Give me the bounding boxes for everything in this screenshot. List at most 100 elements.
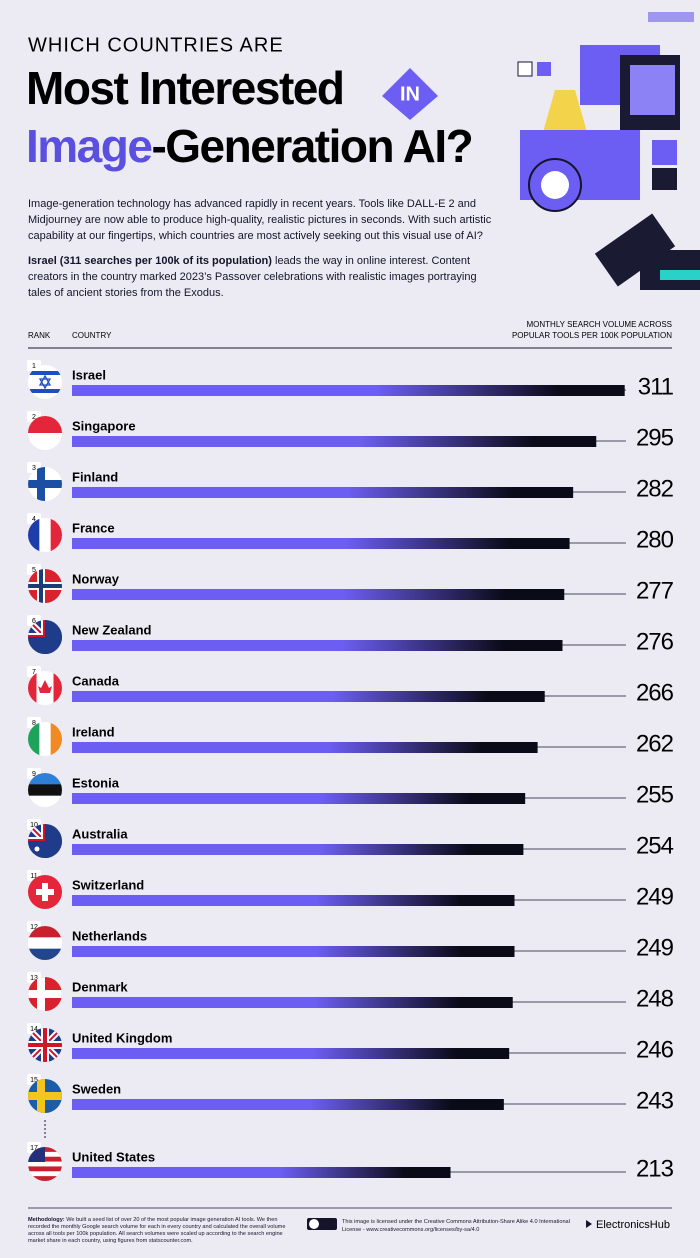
rank: 11 — [30, 873, 37, 880]
flag-clip — [28, 671, 62, 705]
value-label: 282 — [636, 475, 674, 502]
methodology-text: We built a seed list of over 20 of the m… — [28, 1217, 286, 1244]
flag — [28, 926, 62, 960]
rank: 2 — [32, 414, 36, 421]
flag-part — [28, 1171, 62, 1177]
bar — [72, 895, 515, 906]
value-label: 295 — [636, 424, 674, 451]
flag-part — [28, 371, 62, 375]
flag-clip — [28, 722, 62, 756]
flag — [28, 671, 62, 705]
flag-part — [28, 1166, 62, 1172]
country-label: Canada — [72, 673, 120, 688]
country-label: Netherlands — [72, 928, 147, 943]
flag-clip — [28, 365, 62, 399]
bar — [72, 640, 563, 651]
column-header: COUNTRY — [72, 331, 112, 340]
flag — [28, 824, 62, 858]
value-label: 249 — [636, 883, 674, 910]
country-label: Finland — [72, 469, 118, 484]
flag-part — [43, 1028, 47, 1062]
flag — [28, 1079, 62, 1113]
intro-paragraph: Image-generation technology has advanced… — [28, 198, 492, 242]
flag-clip — [28, 977, 62, 1011]
flag-part — [28, 433, 62, 450]
title-highlight: Image — [26, 120, 152, 172]
flag — [28, 569, 62, 603]
bar — [72, 1099, 504, 1110]
intro-paragraph: Israel (311 searches per 100k of its pop… — [28, 253, 498, 301]
brand: ElectronicsHub — [596, 1219, 670, 1231]
bar — [72, 997, 513, 1008]
value-label: 266 — [636, 679, 674, 706]
rank: 1 — [32, 363, 36, 370]
title-rest: -Generation AI? — [151, 120, 472, 172]
country-label: Australia — [72, 826, 128, 841]
country-label: Israel — [72, 367, 106, 382]
flag — [28, 365, 62, 399]
flag-part — [37, 1079, 45, 1113]
column-header: POPULAR TOOLS PER 100K POPULATION — [512, 331, 672, 340]
flag-part — [28, 1161, 62, 1167]
value-label: 248 — [636, 985, 674, 1012]
flag-part — [28, 365, 62, 399]
flag-part — [28, 389, 62, 393]
rank: 17 — [30, 1145, 38, 1152]
flag-clip — [28, 1028, 62, 1062]
flag-part — [28, 795, 62, 807]
flag-part — [28, 584, 62, 588]
country-label: Estonia — [72, 775, 120, 790]
flag — [28, 773, 62, 807]
flag-part — [28, 518, 40, 552]
flag — [28, 518, 62, 552]
country-label: Sweden — [72, 1081, 121, 1096]
flag-part — [39, 518, 52, 552]
rank: 14 — [30, 1026, 38, 1033]
flag-part — [28, 1176, 62, 1181]
rank: 7 — [32, 669, 36, 676]
flag-part — [28, 637, 62, 654]
country-label: New Zealand — [72, 622, 152, 637]
rank: 13 — [30, 975, 38, 982]
flag — [28, 977, 62, 1011]
flag-clip — [28, 569, 62, 603]
bar — [72, 589, 565, 600]
brand-logo — [586, 1220, 592, 1228]
flag-clip — [28, 1147, 62, 1181]
rank: 8 — [32, 720, 36, 727]
rank: 10 — [30, 822, 38, 829]
flag — [28, 875, 62, 909]
rank: 5 — [32, 567, 36, 574]
flag-part — [39, 722, 52, 756]
cc-badge — [307, 1218, 337, 1230]
flag-part — [53, 671, 62, 705]
flag-part — [28, 784, 62, 797]
bar — [72, 1167, 451, 1178]
flag-part — [34, 846, 40, 852]
bar — [72, 487, 574, 498]
value-label: 262 — [636, 730, 674, 757]
country-label: United States — [72, 1149, 155, 1164]
value-label: 249 — [636, 934, 674, 961]
country-label: Switzerland — [72, 877, 144, 892]
flag-part — [42, 883, 48, 901]
bar — [72, 691, 545, 702]
title-badge: IN — [382, 68, 438, 120]
rank: 3 — [32, 465, 36, 472]
flag — [28, 1028, 62, 1062]
flag-part — [28, 926, 62, 938]
rank: 9 — [32, 771, 36, 778]
column-header: RANK — [28, 331, 51, 340]
rank: 6 — [32, 618, 36, 625]
flag-clip — [28, 620, 62, 654]
flag-part — [37, 467, 45, 501]
intro-highlight: Israel (311 searches per 100k of its pop… — [28, 255, 272, 267]
rank: 15 — [30, 1077, 38, 1084]
flag-part — [39, 569, 43, 603]
kicker: WHICH COUNTRIES ARE — [28, 34, 284, 56]
flag — [28, 1147, 62, 1181]
flag-clip — [28, 1079, 62, 1113]
value-label: 255 — [636, 781, 674, 808]
value-label: 277 — [636, 577, 674, 604]
